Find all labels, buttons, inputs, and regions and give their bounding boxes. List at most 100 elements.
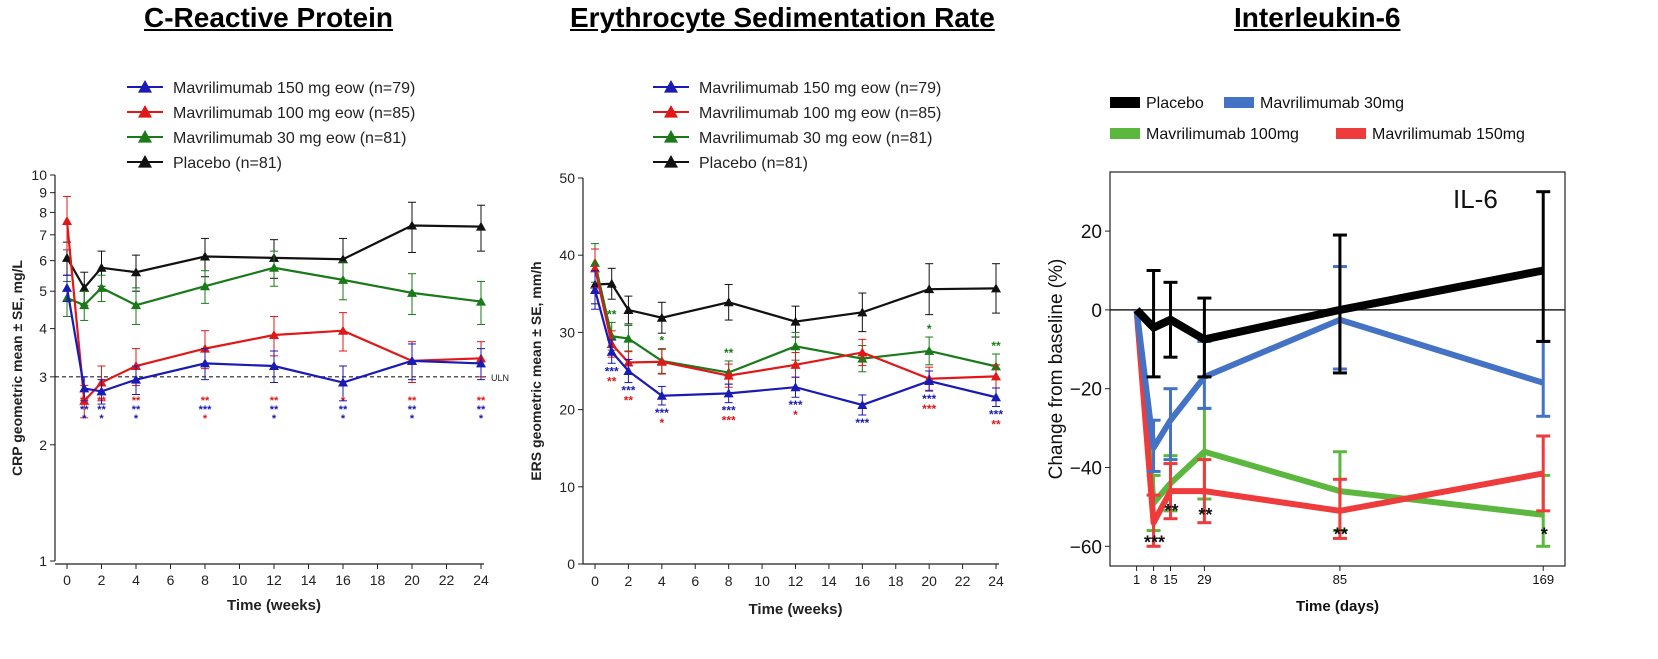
crp-significance-mark: *: [479, 413, 484, 425]
il6-series-line: [1133, 266, 1544, 344]
crp-x-tick-label: 18: [370, 572, 386, 588]
crp-y-tick-label: 4: [39, 321, 47, 337]
crp-y-tick-label: 3: [39, 369, 47, 385]
crp-x-tick-label: 2: [98, 572, 106, 588]
il6-legend-swatch: [1110, 128, 1140, 139]
crp-data-point: [62, 216, 72, 226]
legend-label: Placebo (n=81): [173, 155, 282, 172]
esr-significance-mark: ***: [922, 392, 936, 406]
esr-data-point: [590, 284, 600, 294]
esr-significance-mark: **: [624, 394, 634, 408]
esr-x-tick-label: 18: [888, 573, 904, 589]
esr-data-point: [723, 370, 734, 380]
il6-plot-frame: [1109, 171, 1566, 567]
il6-legend-swatch: [1110, 97, 1140, 108]
crp-data-point: [200, 281, 210, 291]
crp-data-point: [131, 374, 141, 384]
crp-data-point: [476, 296, 486, 306]
esr-y-tick-label: 0: [567, 556, 575, 572]
esr-significance-mark: ***: [855, 416, 869, 430]
il6-y-tick-label: −60: [1070, 537, 1102, 558]
il6-series-line: [1133, 309, 1545, 451]
legend-marker: [138, 155, 152, 168]
legend-label: Mavrilimumab 150 mg eow (n=79): [699, 80, 941, 97]
crp-y-tick-label: 6: [39, 253, 47, 269]
esr-data-point: [924, 376, 935, 386]
legend-label: Mavrilimumab 100 mg eow (n=85): [173, 105, 415, 122]
crp-significance-mark: **: [477, 404, 486, 416]
il6-x-tick-label: 1: [1133, 572, 1140, 587]
crp-y-tick-label: 1: [39, 553, 47, 569]
crp-data-point: [62, 282, 72, 292]
esr-significance-mark: **: [991, 339, 1001, 353]
crp-significance-mark: **: [132, 395, 141, 407]
crp-x-tick-label: 6: [167, 572, 175, 588]
legend-label: Mavrilimumab 100 mg eow (n=85): [699, 105, 941, 122]
il6-legend-label: Mavrilimumab 100mg: [1146, 126, 1299, 143]
esr-data-point: [924, 345, 935, 355]
crp-data-point: [338, 377, 348, 387]
esr-x-tick-label: 6: [691, 573, 699, 589]
crp-x-tick-label: 8: [201, 572, 209, 588]
crp-x-tick-label: 4: [132, 572, 140, 588]
crp-x-tick-label: 10: [232, 572, 248, 588]
crp-x-tick-label: 20: [404, 572, 420, 588]
esr-x-tick-label: 14: [821, 573, 837, 589]
il6-title: Interleukin-6: [1234, 2, 1401, 33]
il6-inset-label: IL-6: [1453, 184, 1498, 214]
il6-x-tick-label: 8: [1150, 572, 1157, 587]
crp-x-tick-label: 16: [335, 572, 351, 588]
crp-data-point: [200, 358, 210, 368]
il6-y-tick-label: −20: [1070, 380, 1102, 401]
crp-significance-mark: *: [341, 413, 346, 425]
crp-significance-mark: **: [339, 404, 348, 416]
il6-x-tick-label: 85: [1333, 572, 1347, 587]
esr-data-point: [723, 297, 734, 307]
crp-y-tick-label: 8: [39, 204, 47, 220]
crp-y-tick-label: 7: [39, 227, 47, 243]
esr-significance-mark: **: [607, 374, 617, 388]
il6-legend-label: Mavrilimumab 150mg: [1372, 126, 1525, 143]
crp-significance-mark: *: [99, 413, 104, 425]
esr-x-tick-label: 16: [855, 573, 871, 589]
esr-data-point: [623, 333, 634, 343]
esr-data-point: [790, 316, 801, 326]
crp-y-tick-label: 9: [39, 185, 47, 201]
crp-x-tick-label: 12: [266, 572, 282, 588]
esr-significance-mark: ***: [989, 408, 1003, 422]
crp-significance-mark: **: [132, 404, 141, 416]
crp-significance-mark: **: [80, 404, 89, 416]
esr-y-tick-label: 30: [559, 324, 575, 340]
il6-significance-mark: ***: [1144, 532, 1165, 552]
crp-data-point: [407, 287, 417, 297]
il6-x-tick-label: 29: [1197, 572, 1211, 587]
crp-data-point: [269, 361, 279, 371]
il6-y-tick-label: 20: [1081, 222, 1102, 243]
esr-data-point: [924, 284, 935, 294]
il6-chart: Placebo Mavrilimumab 30mg Mavrilimumab 100…: [1046, 95, 1566, 615]
il6-legend-swatch: [1224, 97, 1254, 108]
legend-marker: [138, 130, 152, 143]
esr-significance-mark: *: [927, 322, 932, 336]
legend-label: Placebo (n=81): [699, 155, 808, 172]
legend-label: Mavrilimumab 30 mg eow (n=81): [699, 130, 932, 147]
esr-x-tick-label: 10: [754, 573, 770, 589]
esr-y-tick-label: 10: [559, 479, 575, 495]
crp-significance-mark: **: [80, 395, 89, 407]
esr-y-label: ERS geometric mean ± SE, mm/h: [528, 261, 544, 480]
crp-data-point: [96, 262, 107, 272]
esr-data-point: [623, 366, 634, 375]
il6-significance-mark: **: [1164, 501, 1178, 521]
crp-data-point: [96, 282, 107, 292]
crp-x-tick-label: 14: [301, 572, 317, 588]
crp-data-point: [62, 252, 72, 262]
crp-significance-mark: **: [97, 395, 106, 407]
il6-x-tick-label: 15: [1163, 572, 1177, 587]
il6-y-tick-label: −40: [1070, 459, 1102, 480]
crp-y-tick-label: 5: [39, 283, 47, 299]
crp-significance-mark: *: [272, 413, 277, 425]
esr-x-tick-label: 24: [988, 573, 1004, 589]
il6-series-line: [1133, 309, 1544, 526]
crp-x-tick-label: 0: [63, 572, 71, 588]
esr-data-point: [857, 307, 868, 317]
